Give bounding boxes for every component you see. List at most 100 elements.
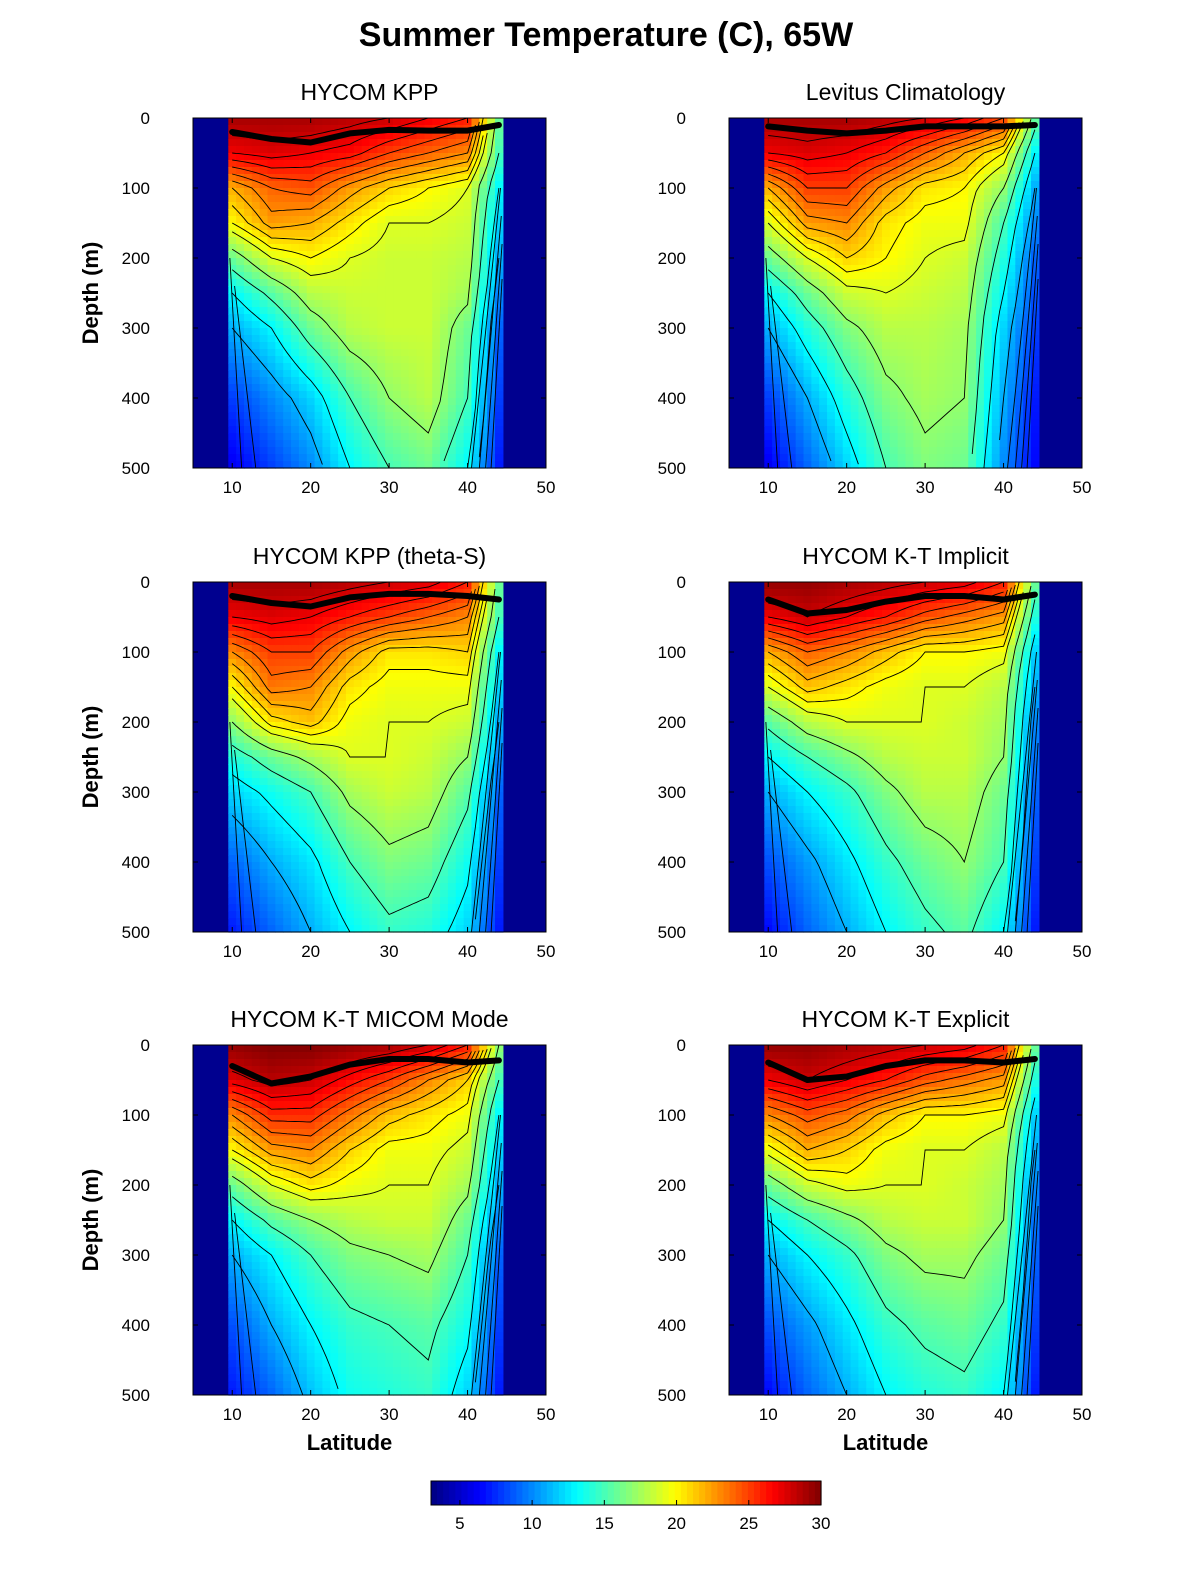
temperature-cell xyxy=(385,694,393,702)
temperature-cell xyxy=(362,890,370,898)
temperature-cell xyxy=(291,272,299,280)
temperature-cell xyxy=(228,834,236,842)
temperature-cell xyxy=(953,216,961,224)
temperature-cell xyxy=(464,216,472,224)
temperature-cell xyxy=(858,426,866,434)
temperature-cell xyxy=(921,286,929,294)
temperature-cell xyxy=(921,335,929,343)
temperature-cell xyxy=(346,216,354,224)
temperature-cell xyxy=(937,286,945,294)
temperature-cell xyxy=(432,701,440,709)
temperature-cell xyxy=(432,778,440,786)
temperature-cell xyxy=(992,300,1000,308)
temperature-cell xyxy=(424,433,432,441)
temperature-cell xyxy=(362,911,370,919)
temperature-cell xyxy=(299,237,307,245)
temperature-cell xyxy=(393,188,401,196)
temperature-cell xyxy=(409,687,417,695)
temperature-cell xyxy=(968,370,976,378)
temperature-cell xyxy=(929,447,937,455)
temperature-cell xyxy=(401,701,409,709)
temperature-cell xyxy=(244,412,252,420)
temperature-cell xyxy=(322,174,330,182)
temperature-cell xyxy=(252,701,260,709)
temperature-cell xyxy=(976,307,984,315)
temperature-cell xyxy=(479,356,487,364)
temperature-cell xyxy=(307,314,315,322)
temperature-cell xyxy=(843,139,851,147)
temperature-cell xyxy=(299,694,307,702)
temperature-cell xyxy=(984,265,992,273)
temperature-cell xyxy=(945,286,953,294)
temperature-cell xyxy=(244,363,252,371)
temperature-cell xyxy=(417,743,425,751)
temperature-cell xyxy=(283,764,291,772)
temperature-cell xyxy=(315,118,323,126)
temperature-cell xyxy=(1031,209,1039,217)
temperature-cell xyxy=(377,757,385,765)
temperature-cell xyxy=(315,293,323,301)
temperature-cell xyxy=(929,405,937,413)
temperature-cell xyxy=(275,897,283,905)
temperature-cell xyxy=(228,904,236,912)
temperature-cell xyxy=(432,321,440,329)
temperature-cell xyxy=(898,146,906,154)
temperature-cell xyxy=(260,412,268,420)
temperature-cell xyxy=(764,216,772,224)
temperature-cell xyxy=(464,321,472,329)
temperature-cell xyxy=(385,265,393,273)
temperature-cell xyxy=(851,314,859,322)
temperature-cell xyxy=(354,687,362,695)
temperature-cell xyxy=(882,244,890,252)
temperature-cell xyxy=(804,139,812,147)
temperature-cell xyxy=(432,841,440,849)
temperature-cell xyxy=(252,890,260,898)
temperature-cell xyxy=(471,412,479,420)
temperature-cell xyxy=(1007,412,1015,420)
temperature-cell xyxy=(377,876,385,884)
temperature-cell xyxy=(346,883,354,891)
temperature-cell xyxy=(1015,223,1023,231)
temperature-cell xyxy=(299,209,307,217)
temperature-cell xyxy=(322,778,330,786)
temperature-cell xyxy=(953,370,961,378)
temperature-cell xyxy=(362,862,370,870)
temperature-cell xyxy=(393,454,401,462)
temperature-cell xyxy=(291,876,299,884)
temperature-cell xyxy=(835,188,843,196)
temperature-cell xyxy=(346,265,354,273)
temperature-cell xyxy=(370,286,378,294)
temperature-cell xyxy=(354,722,362,730)
temperature-cell xyxy=(780,433,788,441)
temperature-cell xyxy=(796,398,804,406)
temperature-cell xyxy=(898,405,906,413)
temperature-cell xyxy=(772,314,780,322)
temperature-cell xyxy=(921,391,929,399)
temperature-cell xyxy=(362,370,370,378)
temperature-cell xyxy=(471,202,479,210)
temperature-cell xyxy=(268,342,276,350)
temperature-cell xyxy=(456,244,464,252)
temperature-cell xyxy=(354,293,362,301)
temperature-cell xyxy=(291,370,299,378)
temperature-cell xyxy=(464,328,472,336)
temperature-cell xyxy=(464,454,472,462)
temperature-cell xyxy=(299,321,307,329)
temperature-cell xyxy=(346,778,354,786)
temperature-cell xyxy=(401,335,409,343)
temperature-cell xyxy=(236,918,244,926)
temperature-cell xyxy=(244,454,252,462)
temperature-cell xyxy=(370,582,378,590)
temperature-cell xyxy=(362,855,370,863)
temperature-cell xyxy=(393,349,401,357)
temperature-cell xyxy=(260,876,268,884)
temperature-cell xyxy=(843,454,851,462)
temperature-cell xyxy=(268,251,276,259)
temperature-cell xyxy=(346,757,354,765)
temperature-cell xyxy=(275,771,283,779)
temperature-cell xyxy=(370,272,378,280)
temperature-cell xyxy=(976,202,984,210)
temperature-cell xyxy=(299,645,307,653)
temperature-cell xyxy=(796,174,804,182)
temperature-cell xyxy=(976,433,984,441)
